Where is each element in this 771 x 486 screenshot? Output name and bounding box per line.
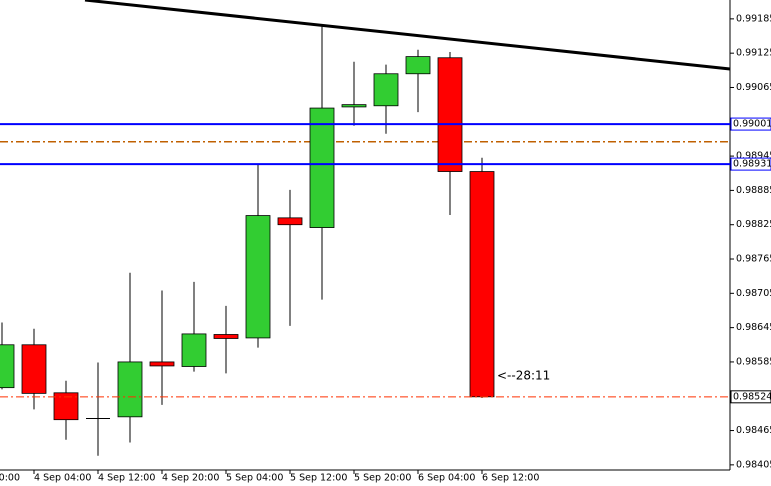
x-tick-label: 5 Sep 20:00 bbox=[354, 473, 411, 484]
trend-line bbox=[84, 0, 731, 71]
y-tick-label: 0.98705 bbox=[736, 288, 771, 299]
price-label-box bbox=[730, 390, 771, 404]
x-tick-label: 4 Sep 20:00 bbox=[162, 473, 219, 484]
x-tick-label: 4 Sep 12:00 bbox=[98, 473, 155, 484]
candle-body bbox=[117, 361, 143, 418]
candle-body bbox=[373, 73, 399, 107]
price-label-box bbox=[730, 117, 771, 131]
candle-body bbox=[309, 107, 335, 228]
y-tick-label: 0.98465 bbox=[736, 425, 771, 436]
y-tick-label: 0.98825 bbox=[736, 219, 771, 230]
y-tick-label: 0.98765 bbox=[736, 254, 771, 265]
x-tick-label: 5 Sep 04:00 bbox=[226, 473, 283, 484]
candle-body bbox=[405, 56, 431, 75]
candle-body bbox=[213, 334, 239, 339]
candle-body bbox=[181, 333, 207, 367]
x-tick-label: 5 Sep 12:00 bbox=[290, 473, 347, 484]
y-tick-label: 0.98645 bbox=[736, 322, 771, 333]
candle-body bbox=[341, 104, 367, 108]
price-label: 0.99001 bbox=[733, 119, 771, 130]
y-tick-label: 0.99125 bbox=[736, 48, 771, 59]
price-label: 0.98931 bbox=[733, 159, 771, 170]
price-label-box bbox=[730, 157, 771, 171]
y-tick-label: 0.99185 bbox=[736, 13, 771, 24]
x-tick-label: 6 Sep 04:00 bbox=[418, 473, 475, 484]
x-tick-label: 0:00 bbox=[0, 473, 20, 484]
candle-body bbox=[277, 217, 303, 226]
x-tick-label: 6 Sep 12:00 bbox=[482, 473, 539, 484]
y-tick-label: 0.98945 bbox=[736, 151, 771, 162]
candle-body bbox=[437, 57, 463, 172]
y-tick-label: 0.98405 bbox=[736, 459, 771, 470]
candle-body bbox=[21, 344, 47, 394]
candle-body bbox=[245, 215, 271, 339]
price-label: 0.98524 bbox=[733, 391, 771, 402]
x-tick-label: 4 Sep 04:00 bbox=[34, 473, 91, 484]
candle-body bbox=[469, 171, 495, 398]
y-tick-label: 0.98585 bbox=[736, 356, 771, 367]
y-tick-label: 0.98885 bbox=[736, 185, 771, 196]
candle-body bbox=[149, 361, 175, 367]
y-tick-label: 0.99065 bbox=[736, 82, 771, 93]
annotation: <--28:11 bbox=[497, 368, 550, 382]
candle-body bbox=[0, 344, 15, 389]
